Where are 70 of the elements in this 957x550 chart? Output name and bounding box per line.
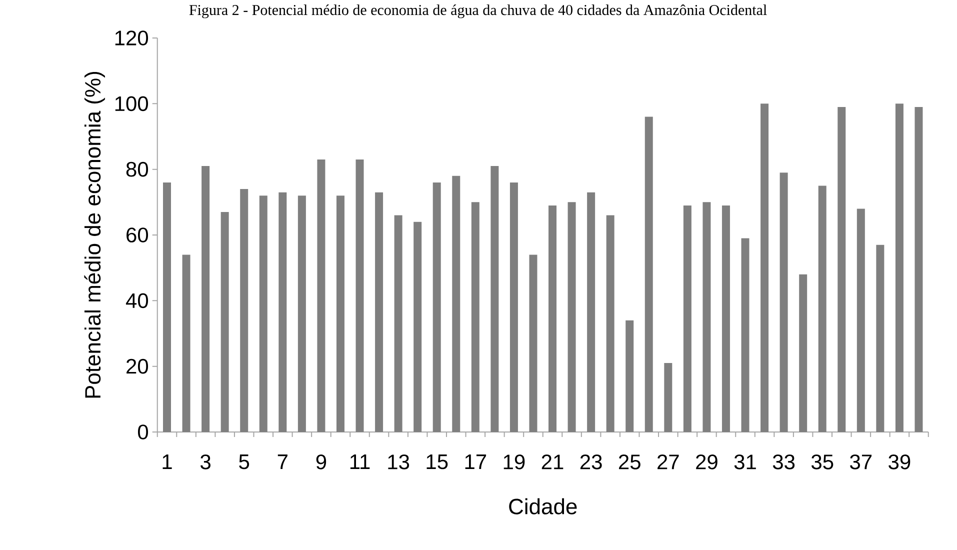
bar: [548, 205, 557, 432]
bar: [278, 192, 287, 432]
bar: [182, 254, 190, 432]
bar: [799, 274, 808, 432]
x-tick-label: 33: [772, 454, 795, 470]
bar: [414, 222, 422, 432]
bar: [644, 116, 653, 432]
x-tick-label: 25: [618, 454, 640, 470]
bar: [259, 196, 268, 432]
bar: [741, 238, 750, 432]
bar: [490, 166, 499, 432]
bar: [356, 159, 364, 432]
x-tick-label: 31: [734, 454, 756, 470]
x-tick-label: 27: [658, 454, 679, 470]
x-tick-label: 21: [542, 454, 564, 470]
x-tick-label: 1: [162, 454, 172, 469]
x-tick-label: 5: [239, 454, 250, 470]
x-axis-title: Cidade: [509, 498, 577, 514]
bar: [432, 182, 441, 432]
bar: [780, 172, 788, 432]
x-tick-label: 35: [811, 454, 834, 470]
x-tick-label: 7: [278, 454, 288, 469]
x-tick-label: 29: [696, 454, 718, 470]
bar: [838, 106, 846, 432]
y-tick-label: 60: [126, 228, 148, 242]
bar: [394, 215, 402, 432]
y-tick-label: 100: [115, 96, 148, 112]
bar: [587, 192, 596, 432]
bar: [722, 205, 730, 432]
x-tick-label: 19: [504, 454, 525, 470]
bar: [298, 196, 306, 432]
chart-title: Figura 2 - Potencial médio de economia de água da chuva de 40 cidades da Amazônia Ocidental: [189, 4, 767, 18]
x-tick-label: 37: [850, 454, 872, 470]
x-tick-label: 13: [388, 454, 410, 470]
y-tick-label: 120: [115, 30, 148, 46]
bar: [664, 363, 672, 432]
bar: [702, 202, 711, 432]
x-tick-label: 3: [200, 454, 210, 470]
bar: [163, 182, 171, 432]
x-tick-label: 11: [350, 454, 370, 469]
y-tick-label: 80: [126, 162, 148, 177]
bar: [452, 176, 460, 432]
bar: [471, 202, 480, 432]
bar: [202, 166, 210, 432]
x-tick-label: 23: [580, 454, 602, 470]
bar: [876, 244, 884, 432]
bar: [626, 320, 634, 432]
y-tick-label: 20: [126, 358, 148, 374]
bar: [606, 215, 614, 432]
bar: [760, 104, 769, 432]
bar: [240, 189, 248, 432]
bar: [895, 104, 904, 432]
x-tick-label: 17: [465, 454, 486, 469]
bar: [683, 205, 692, 432]
bar: [336, 196, 344, 432]
bar: [529, 254, 538, 432]
bar: [510, 182, 518, 432]
bar: [375, 192, 384, 432]
y-tick-label: 40: [126, 293, 148, 308]
bar: [818, 186, 826, 432]
bar: [856, 208, 865, 432]
bar: [914, 106, 923, 432]
bar: [220, 212, 229, 432]
y-tick-label: 0: [138, 424, 148, 440]
bar: [568, 202, 576, 432]
y-axis-title: Potencial médio de economia (%): [84, 72, 105, 398]
x-tick-label: 9: [316, 454, 326, 470]
x-tick-label: 39: [888, 454, 910, 470]
bar: [317, 159, 326, 432]
x-tick-label: 15: [426, 454, 448, 470]
